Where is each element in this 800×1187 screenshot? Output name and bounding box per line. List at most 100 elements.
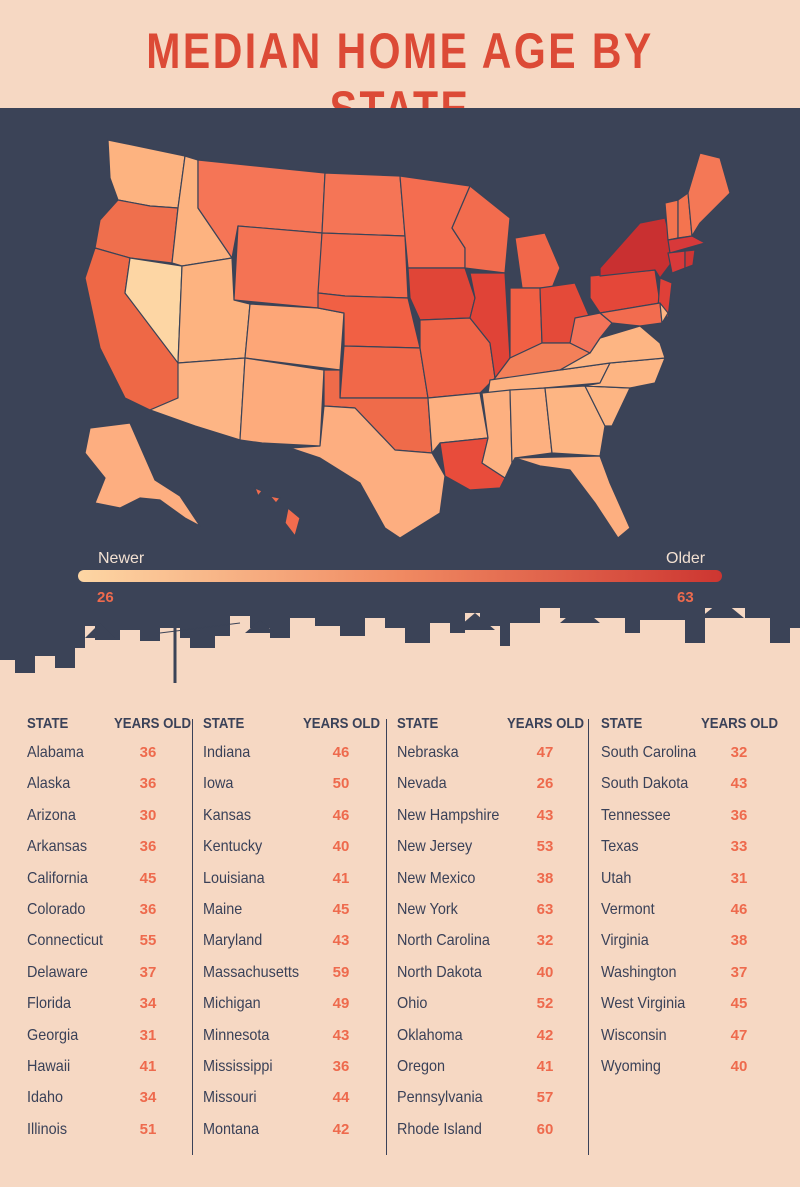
state-name: Virginia	[601, 932, 649, 950]
skyline-house	[700, 600, 744, 618]
state-name: Minnesota	[203, 1026, 270, 1044]
column-divider	[588, 719, 589, 1155]
state-alaska	[84, 422, 201, 527]
map-svg	[0, 108, 800, 683]
legend-min-value: 26	[97, 589, 114, 606]
skyline-house	[85, 623, 115, 638]
state-michigan	[514, 232, 561, 289]
state-name: Delaware	[27, 963, 88, 981]
years-value: 46	[332, 744, 350, 761]
state-name: North Carolina	[397, 932, 490, 950]
years-value: 63	[536, 901, 554, 918]
state-header: STATE	[601, 715, 643, 732]
state-name: Wyoming	[601, 1058, 661, 1075]
state-name: South Carolina	[601, 744, 697, 761]
state-name: Oregon	[397, 1058, 446, 1075]
state-name: Alaska	[27, 775, 71, 793]
state-name: Indiana	[203, 744, 251, 761]
legend-max-value: 63	[677, 589, 694, 606]
legend-older-label: Older	[666, 550, 706, 567]
years-old-header: YEARS OLD	[701, 715, 779, 732]
state-name: Washington	[601, 963, 677, 981]
years-value: 59	[332, 963, 350, 981]
years-value: 43	[730, 775, 748, 793]
state-iowa	[407, 267, 476, 321]
state-name: Idaho	[27, 1089, 64, 1107]
years-value: 34	[139, 995, 157, 1013]
state-name: Nevada	[397, 775, 447, 793]
years-value: 36	[730, 806, 748, 824]
state-delaware	[659, 302, 669, 324]
state-name: New Hampshire	[397, 806, 500, 824]
state-name: Missouri	[203, 1089, 257, 1107]
state-name: New Mexico	[397, 869, 476, 887]
state-name: New Jersey	[397, 838, 473, 856]
years-value: 38	[536, 869, 554, 887]
years-value: 40	[730, 1058, 748, 1075]
state-name: Massachusetts	[203, 963, 300, 981]
us-states	[84, 139, 731, 539]
years-value: 36	[139, 838, 157, 856]
state-georgia	[544, 385, 606, 457]
years-value: 32	[536, 932, 554, 950]
state-name: Iowa	[203, 775, 234, 793]
state-south-dakota	[317, 232, 409, 299]
years-value: 52	[536, 995, 554, 1013]
column-divider	[192, 719, 193, 1155]
years-value: 57	[536, 1089, 554, 1107]
state-maryland	[599, 302, 663, 327]
years-value: 38	[730, 932, 748, 950]
years-value: 40	[536, 963, 554, 981]
state-name: Oklahoma	[397, 1026, 463, 1044]
state-hawaii-1	[254, 487, 263, 497]
state-name: California	[27, 869, 88, 887]
legend-newer-label: Newer	[98, 550, 145, 567]
state-name: Maryland	[203, 932, 263, 950]
state-name: Michigan	[203, 995, 261, 1013]
years-value: 50	[332, 775, 350, 793]
skyline-house	[245, 620, 275, 633]
state-new-mexico	[239, 357, 325, 447]
table-column: STATE YEARS OLD Indiana 46 Iowa 50 Kansas 46 Ken…	[0, 705, 800, 1155]
years-value: 47	[730, 1026, 748, 1044]
table-column: STATE YEARS OLD South Carolina 32 South Dako…	[0, 705, 800, 1155]
state-virginia	[559, 325, 666, 371]
years-value: 36	[139, 775, 157, 793]
years-value: 41	[139, 1058, 157, 1075]
map-panel: Newer Older 26 63	[0, 108, 800, 688]
state-name: Arizona	[27, 806, 76, 824]
column-divider	[386, 719, 387, 1155]
power-line	[159, 622, 241, 634]
years-value: 45	[332, 901, 350, 918]
state-vermont	[664, 199, 679, 241]
state-table: STATE YEARS OLD Alabama 36 Alaska 36 Arizona 30…	[0, 705, 800, 1175]
table-column: STATE YEARS OLD Alabama 36 Alaska 36 Arizona 30…	[0, 705, 800, 1155]
state-name: Hawaii	[27, 1058, 71, 1075]
state-name: Connecticut	[27, 932, 104, 950]
state-hawaii-2	[269, 495, 281, 504]
state-texas	[289, 405, 446, 539]
years-old-header: YEARS OLD	[114, 715, 192, 732]
state-name: Wisconsin	[601, 1026, 667, 1044]
years-value: 26	[536, 775, 554, 793]
state-new-york	[599, 217, 676, 279]
years-value: 41	[536, 1058, 554, 1075]
years-value: 37	[730, 963, 748, 981]
state-name: Florida	[27, 995, 72, 1013]
state-name: Texas	[601, 838, 639, 856]
state-name: Colorado	[27, 901, 86, 918]
years-value: 53	[536, 838, 554, 856]
state-name: Illinois	[27, 1120, 68, 1138]
years-old-header: YEARS OLD	[507, 715, 585, 732]
years-value: 45	[730, 995, 748, 1013]
state-name: Nebraska	[397, 744, 459, 761]
state-wyoming	[233, 225, 323, 309]
years-value: 47	[536, 744, 554, 761]
years-value: 51	[139, 1120, 157, 1138]
legend-scale-bar	[78, 570, 722, 582]
state-name: Arkansas	[27, 838, 88, 856]
state-name: Ohio	[397, 995, 428, 1013]
state-oregon	[94, 199, 179, 264]
state-alabama	[509, 387, 553, 464]
state-name: Utah	[601, 869, 632, 887]
